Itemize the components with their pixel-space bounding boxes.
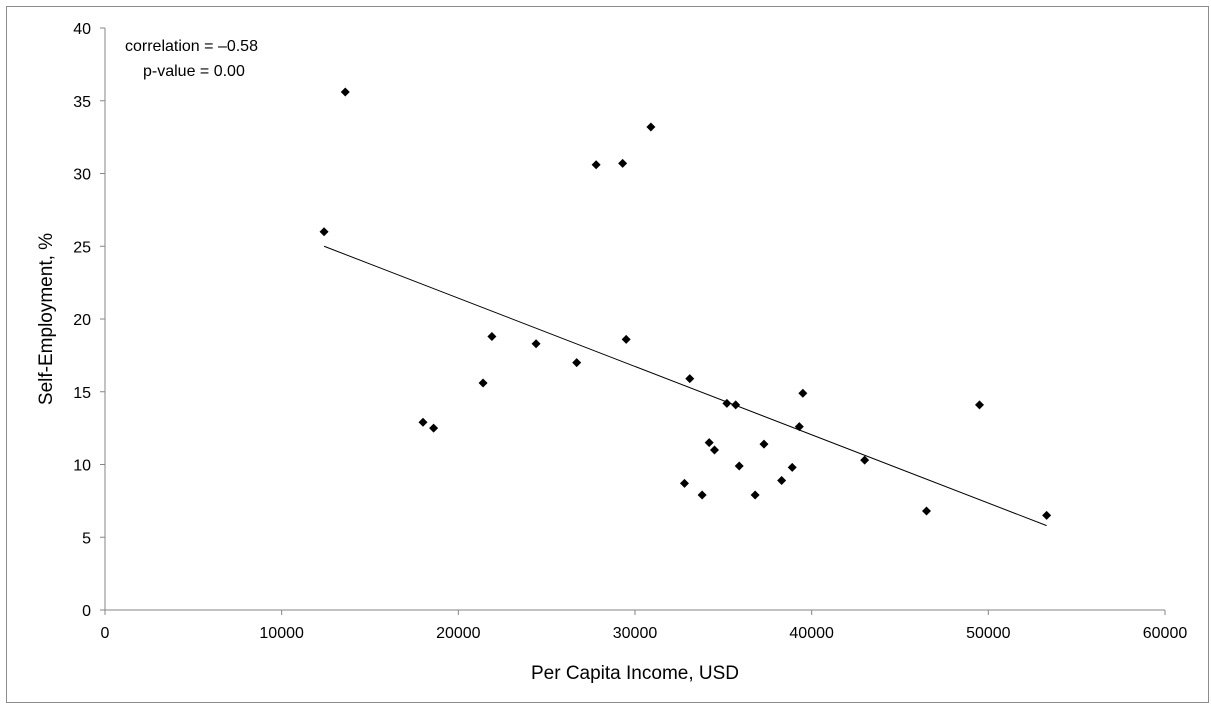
y-tick-label: 35: [73, 94, 91, 111]
data-point: [487, 331, 497, 341]
data-point: [591, 160, 601, 170]
data-point: [429, 423, 439, 433]
data-point: [679, 478, 689, 488]
y-tick-label: 15: [73, 385, 91, 402]
data-point: [478, 378, 488, 388]
data-point: [794, 422, 804, 432]
data-point: [572, 358, 582, 368]
x-tick-label: 40000: [789, 625, 834, 642]
x-tick-label: 10000: [259, 625, 304, 642]
y-axis-title: Self-Employment, %: [36, 233, 57, 405]
y-tick-label: 40: [73, 21, 91, 38]
data-point: [975, 400, 984, 410]
data-point: [418, 417, 428, 427]
data-point: [722, 398, 732, 408]
data-point: [750, 490, 760, 500]
y-tick-label: 20: [73, 312, 91, 329]
data-point: [646, 122, 656, 132]
data-point: [618, 158, 628, 168]
y-tick-label: 30: [73, 167, 91, 184]
data-point: [319, 227, 329, 237]
x-tick-label: 20000: [436, 625, 481, 642]
data-points: [319, 87, 1052, 520]
x-tick-label: 0: [101, 625, 110, 642]
data-point: [734, 461, 744, 471]
data-point: [531, 339, 541, 349]
data-point: [922, 506, 931, 516]
data-point: [731, 400, 741, 410]
x-axis-title: Per Capita Income, USD: [531, 663, 739, 684]
x-tick-labels: 0 10000 20000 30000 40000 50000 60000: [101, 625, 1188, 642]
y-tick-label: 5: [82, 530, 91, 547]
y-tick-label: 0: [82, 603, 91, 620]
data-point: [685, 374, 695, 384]
data-point: [798, 388, 808, 398]
y-tick-labels: 0 5 10 15 20 25 30 35 40: [73, 21, 91, 620]
y-tick-label: 10: [73, 458, 91, 475]
data-point: [697, 490, 707, 500]
data-point: [777, 476, 787, 486]
data-point: [710, 445, 719, 455]
chart-frame: [6, 6, 1209, 703]
data-point: [340, 87, 350, 97]
data-point: [704, 438, 714, 448]
trendline: [323, 245, 1047, 527]
data-point: [1042, 510, 1052, 520]
data-point: [860, 455, 870, 465]
x-tick-label: 60000: [1143, 625, 1188, 642]
data-point: [787, 462, 797, 472]
axes: [100, 27, 1166, 615]
p-value-annotation: p-value = 0.00: [143, 63, 245, 80]
correlation-annotation: correlation = –0.58: [125, 38, 258, 55]
trendline-group: [323, 245, 1047, 527]
x-tick-label: 50000: [966, 625, 1011, 642]
data-point: [621, 334, 631, 344]
x-tick-label: 30000: [613, 625, 658, 642]
data-point: [759, 439, 769, 449]
y-tick-label: 25: [73, 239, 91, 256]
